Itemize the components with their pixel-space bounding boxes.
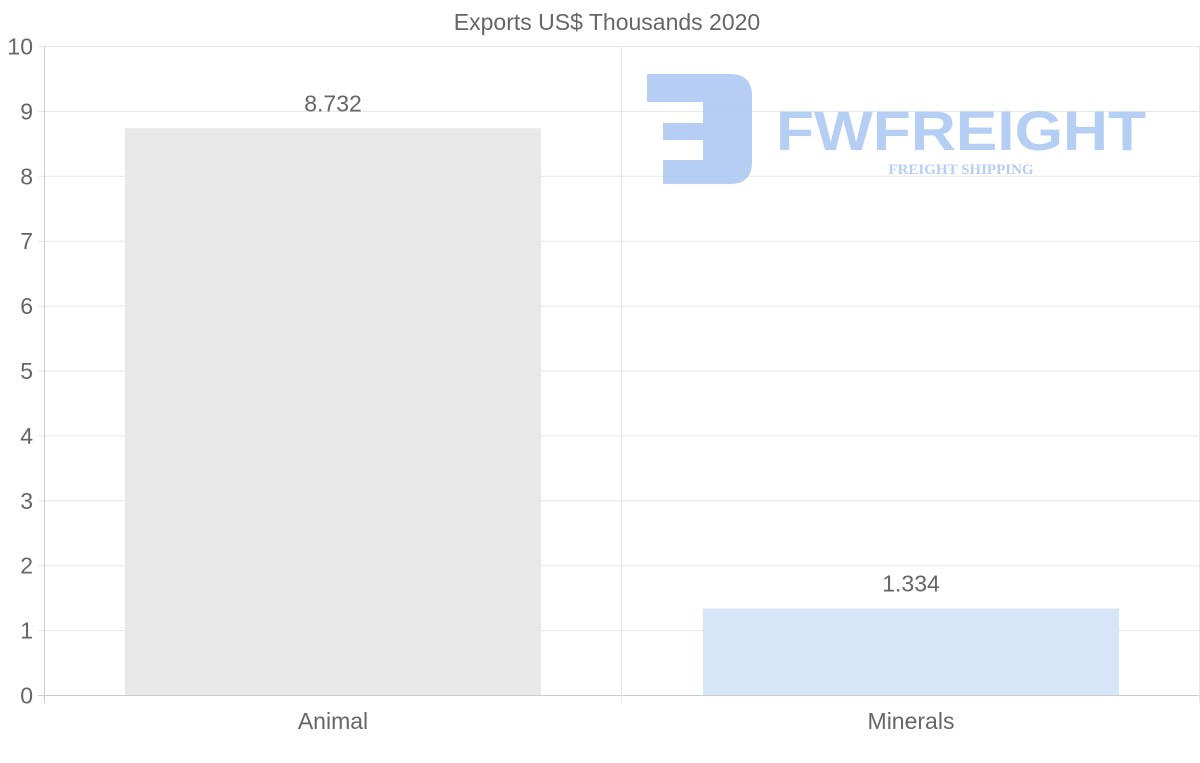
watermark-logo: FWFREIGHT FREIGHT SHIPPING <box>647 74 1146 184</box>
x-tick-label: Animal <box>298 708 368 734</box>
bar-minerals <box>702 608 1120 695</box>
y-tick-label: 2 <box>20 553 33 579</box>
y-tick-label: 10 <box>7 34 33 60</box>
y-tick-label: 0 <box>20 683 33 709</box>
y-tick-label: 1 <box>20 618 33 644</box>
y-tick-label: 9 <box>20 98 33 124</box>
y-tick-label: 4 <box>20 423 33 449</box>
labels: 0 1 2 3 4 5 6 7 8 9 10 8.732 Animal 1.334 Minerals <box>7 34 954 735</box>
logo-mark-icon <box>647 74 752 184</box>
y-tick-label: 6 <box>20 293 33 319</box>
watermark-tagline: FREIGHT SHIPPING <box>888 162 1033 178</box>
y-tick-label: 7 <box>20 228 33 254</box>
watermark-name: FWFREIGHT <box>776 99 1146 162</box>
y-tick-label: 8 <box>20 163 33 189</box>
chart-title: Exports US$ Thousands 2020 <box>454 9 760 35</box>
data-label: 1.334 <box>882 570 940 596</box>
bars <box>124 128 1120 695</box>
bar-animal <box>124 128 542 695</box>
data-label: 8.732 <box>304 90 362 116</box>
y-tick-label: 5 <box>20 358 33 384</box>
y-tick-label: 3 <box>20 488 33 514</box>
x-tick-label: Minerals <box>868 708 955 734</box>
